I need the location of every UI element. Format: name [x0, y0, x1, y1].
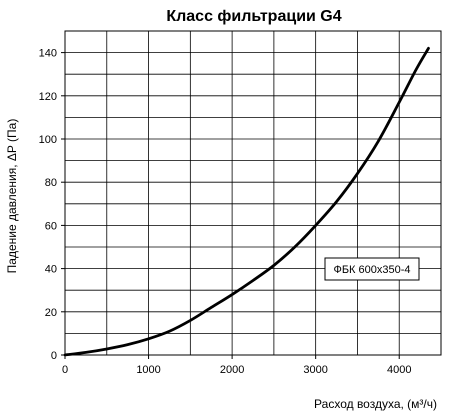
x-axis: 0 1000 2000 3000 4000 [62, 355, 411, 376]
y-tick-label: 60 [45, 220, 57, 232]
x-tick-label: 1000 [136, 364, 160, 376]
y-axis: 0 20 40 60 80 100 120 140 [39, 48, 65, 362]
y-tick-label: 140 [39, 48, 57, 60]
chart-title: Класс фильтрации G4 [166, 8, 341, 25]
y-axis-label: Падение давления, ΔP (Па) [5, 119, 19, 274]
x-tick-label: 0 [62, 364, 68, 376]
series-layer [63, 46, 430, 357]
legend-series-label: ФБК 600x350-4 [333, 264, 410, 276]
legend-frame [324, 257, 420, 281]
y-tick-label: 0 [51, 350, 57, 362]
legend: ФБК 600x350-4 [324, 257, 420, 281]
y-tick-label: 40 [45, 264, 57, 276]
x-axis-label: Расход воздуха, (м³/ч) [314, 397, 437, 411]
y-tick-label: 100 [39, 134, 57, 146]
x-tick-label: 2000 [220, 364, 244, 376]
y-tick-label: 120 [39, 91, 57, 103]
y-tick-label: 80 [45, 177, 57, 189]
grid [65, 31, 441, 355]
plot-frame [64, 30, 442, 356]
y-tick-label: 20 [45, 307, 57, 319]
x-tick-label: 4000 [387, 364, 411, 376]
x-tick-label: 3000 [303, 364, 327, 376]
series-line [63, 46, 430, 357]
